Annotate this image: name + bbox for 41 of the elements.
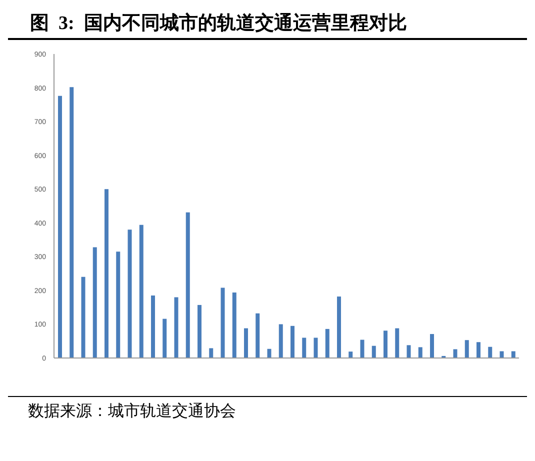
bar <box>290 326 294 358</box>
bar <box>81 276 86 358</box>
bar <box>58 96 62 358</box>
bar <box>198 304 202 358</box>
bar <box>139 224 144 358</box>
bar <box>232 292 236 358</box>
bar <box>104 189 108 358</box>
bar <box>128 230 132 358</box>
bar <box>151 296 155 358</box>
bar <box>162 318 167 358</box>
bar <box>244 328 248 358</box>
bar <box>488 346 492 358</box>
bar <box>511 351 516 358</box>
bar <box>348 352 353 358</box>
bar <box>256 313 260 358</box>
bar <box>70 87 74 358</box>
bar <box>372 346 376 358</box>
bar <box>278 324 283 358</box>
bar <box>395 328 400 358</box>
bar <box>209 348 214 358</box>
bar <box>337 296 341 358</box>
bar <box>314 338 318 358</box>
bar <box>325 328 330 358</box>
bar <box>174 297 178 358</box>
bar <box>476 342 480 358</box>
bar <box>453 349 458 358</box>
bar <box>500 351 504 358</box>
bar <box>186 212 190 358</box>
bar <box>384 330 388 358</box>
bar <box>267 348 272 358</box>
bar <box>406 345 411 358</box>
chart-title: 图 3: 国内不同城市的轨道交通运营里程对比 <box>8 8 527 40</box>
bar <box>92 247 97 358</box>
bar <box>430 334 434 358</box>
bar <box>464 340 469 358</box>
bar <box>418 347 422 358</box>
bar <box>302 338 306 358</box>
source-note: 数据来源：城市轨道交通协会 <box>28 402 237 422</box>
bar <box>116 252 120 358</box>
bar <box>360 340 364 358</box>
bar <box>220 288 225 358</box>
